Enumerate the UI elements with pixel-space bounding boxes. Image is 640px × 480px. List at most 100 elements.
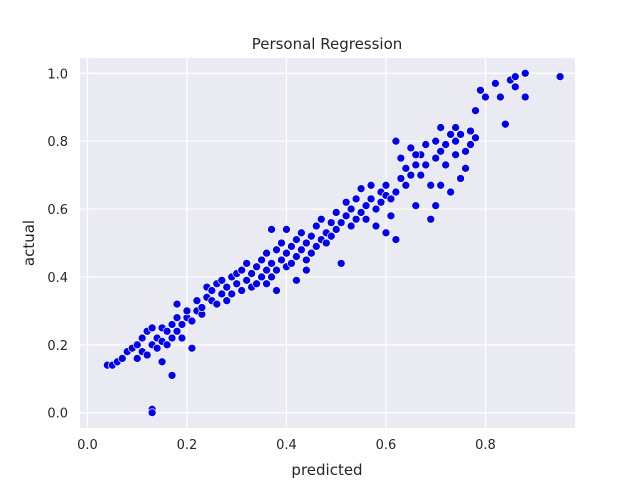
data-point <box>481 92 490 102</box>
data-point <box>376 197 386 207</box>
data-point <box>426 214 436 224</box>
data-point <box>237 265 247 275</box>
y-tick-label: 0.4 <box>47 271 68 286</box>
data-point <box>451 123 460 132</box>
data-point <box>222 282 232 292</box>
data-point <box>262 265 271 275</box>
data-point <box>282 248 291 258</box>
data-point <box>297 245 306 255</box>
data-point <box>466 140 475 149</box>
data-point <box>292 252 301 261</box>
data-point <box>302 255 311 265</box>
y-axis-label: actual <box>20 220 38 266</box>
data-point <box>282 225 291 234</box>
data-point <box>436 146 446 156</box>
data-point <box>267 259 276 268</box>
data-point <box>431 136 441 146</box>
data-point <box>137 333 147 343</box>
x-axis-label: predicted <box>291 461 362 479</box>
data-point <box>177 333 187 343</box>
data-point <box>257 272 266 282</box>
y-tick-label: 0.2 <box>47 339 68 354</box>
data-point <box>172 299 182 309</box>
x-tick-label: 0.8 <box>475 438 496 453</box>
data-point <box>167 333 177 343</box>
data-point <box>331 225 341 234</box>
data-point <box>381 228 391 238</box>
data-point <box>471 133 480 143</box>
data-point <box>441 140 451 149</box>
y-tick-label: 0.6 <box>47 203 68 218</box>
data-point <box>272 265 281 275</box>
data-point <box>501 119 510 129</box>
data-point <box>147 323 157 333</box>
data-point <box>446 187 455 197</box>
chart-title: Personal Regression <box>252 35 403 53</box>
data-point <box>436 123 446 132</box>
data-point <box>217 275 227 285</box>
data-point <box>510 82 520 92</box>
data-point <box>426 180 436 190</box>
data-point <box>386 194 396 204</box>
data-point <box>272 245 281 255</box>
data-point <box>297 228 306 238</box>
data-point <box>172 313 182 323</box>
data-point <box>162 326 172 336</box>
data-point <box>411 201 421 211</box>
data-point <box>361 201 371 211</box>
data-point <box>436 180 446 190</box>
data-point <box>471 106 480 115</box>
data-point <box>346 204 356 214</box>
data-point <box>476 85 485 95</box>
data-point <box>287 259 296 268</box>
data-points <box>103 68 565 418</box>
data-point <box>456 130 465 139</box>
data-point <box>351 194 361 204</box>
data-point <box>167 320 177 329</box>
data-point <box>401 163 411 173</box>
data-point <box>311 242 321 251</box>
data-point <box>416 170 426 180</box>
data-point <box>331 208 341 217</box>
data-point <box>237 286 247 295</box>
x-tick-label: 0.6 <box>376 438 397 453</box>
data-point <box>391 136 401 146</box>
data-point <box>351 214 361 224</box>
data-point <box>302 238 311 248</box>
data-point <box>356 208 366 217</box>
data-point <box>406 170 416 180</box>
data-point <box>381 180 391 190</box>
data-point <box>386 211 396 221</box>
data-point <box>257 255 266 265</box>
data-point <box>336 218 346 227</box>
data-point <box>431 153 441 163</box>
data-point <box>371 204 381 214</box>
data-point <box>371 221 381 231</box>
data-point <box>157 357 167 367</box>
data-point <box>366 194 376 204</box>
data-point <box>356 184 366 194</box>
data-point <box>147 408 157 418</box>
data-point <box>242 275 252 285</box>
grid-lines <box>80 58 575 428</box>
data-point <box>411 150 421 160</box>
data-point <box>132 354 142 363</box>
tick-labels: 0.0 0.2 0.4 0.6 0.8 0.0 0.2 0.4 0.6 0.8 1.0 <box>47 67 495 453</box>
data-point <box>267 225 276 234</box>
data-point <box>396 153 406 163</box>
data-point <box>232 279 242 289</box>
data-point <box>172 326 182 336</box>
data-point <box>192 296 202 306</box>
data-point <box>336 259 346 268</box>
x-tick-label: 0.4 <box>276 438 297 453</box>
data-point <box>341 197 351 207</box>
data-point <box>396 174 406 183</box>
data-point <box>466 126 475 136</box>
data-point <box>461 163 470 173</box>
data-point <box>456 174 465 183</box>
data-point <box>316 214 326 224</box>
data-point <box>306 248 316 258</box>
data-point <box>491 79 500 88</box>
data-point <box>182 306 192 316</box>
data-point <box>177 320 187 329</box>
